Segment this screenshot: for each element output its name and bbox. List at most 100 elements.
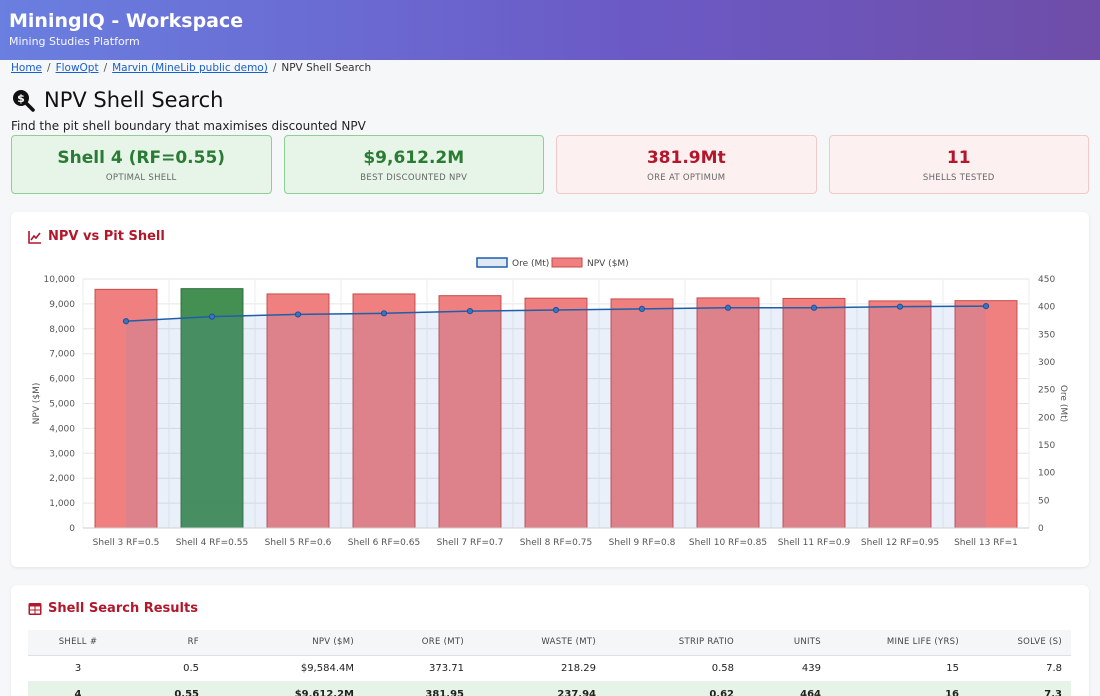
y-tick-label: 1,000 — [49, 499, 75, 509]
cell-solve: 7.8 — [968, 655, 1071, 682]
cell-solve: 7.3 — [968, 681, 1071, 696]
chart-title: NPV vs Pit Shell — [48, 229, 165, 244]
table-row[interactable]: 3 0.5 $9,584.4M 373.71 218.29 0.58 439 1… — [28, 655, 1071, 682]
page-title: $ NPV Shell Search — [11, 86, 223, 114]
col-units: UNITS — [743, 630, 830, 656]
y-tick-label: 9,000 — [49, 300, 75, 310]
cell-mine-life: 16 — [830, 681, 968, 696]
x-tick-label: Shell 7 RF=0.7 — [437, 538, 504, 548]
table-icon — [28, 602, 42, 615]
x-tick-label: Shell 3 RF=0.5 — [93, 538, 160, 548]
kpi-ore-at-optimum: 381.9Mt ORE AT OPTIMUM — [556, 135, 817, 194]
ore-point — [294, 311, 302, 318]
col-ore: ORE (MT) — [363, 630, 473, 656]
cell-rf: 0.55 — [128, 681, 208, 696]
npv-bar — [180, 288, 244, 529]
x-tick-label: Shell 6 RF=0.65 — [348, 538, 420, 548]
ore-area — [126, 306, 986, 528]
y2-tick-label: 150 — [1038, 441, 1055, 451]
breadcrumb-home-link[interactable]: Home — [11, 62, 43, 74]
cell-waste: 237.94 — [473, 681, 605, 696]
cell-npv: $9,612.2M — [208, 681, 363, 696]
ore-point — [810, 304, 818, 311]
kpi-label: ORE AT OPTIMUM — [647, 173, 726, 183]
col-shell: SHELL # — [28, 630, 128, 656]
npv-bar — [524, 297, 588, 529]
legend-npv-swatch — [551, 257, 583, 268]
cell-strip-ratio: 0.58 — [605, 655, 743, 682]
kpi-row: Shell 4 (RF=0.55) OPTIMAL SHELL $9,612.2… — [11, 135, 1089, 194]
ore-point — [552, 306, 560, 314]
kpi-best-npv: $9,612.2M BEST DISCOUNTED NPV — [283, 135, 544, 194]
kpi-shells-tested: 11 SHELLS TESTED — [828, 135, 1089, 194]
kpi-value: $9,612.2M — [363, 148, 465, 168]
y2-tick-label: 250 — [1038, 386, 1055, 396]
y-tick-label: 4,000 — [49, 424, 75, 434]
x-tick-label: Shell 5 RF=0.6 — [265, 538, 332, 548]
kpi-value: Shell 4 (RF=0.55) — [57, 148, 226, 168]
npv-chart: 0 1,000 2,000 3,000 4,000 5,000 6,000 7,000 8,00… — [32, 257, 1068, 548]
breadcrumb: Home / FlowOpt / Marvin (MineLib public demo… — [11, 62, 372, 74]
kpi-value: 381.9Mt — [646, 148, 726, 168]
ore-point — [466, 307, 474, 315]
npv-bar — [782, 297, 846, 529]
results-card-title: Shell Search Results — [28, 601, 198, 616]
cell-npv: $9,584.4M — [208, 655, 363, 682]
cell-units: 439 — [743, 655, 830, 682]
page-description: Find the pit shell boundary that maximis… — [11, 119, 366, 133]
col-npv: NPV ($M) — [208, 630, 363, 656]
x-tick-label: Shell 4 RF=0.55 — [176, 538, 248, 548]
col-rf: RF — [128, 630, 208, 656]
kpi-value: 11 — [946, 148, 971, 168]
ore-point — [122, 318, 130, 325]
npv-bar — [438, 295, 502, 529]
x-tick-label: Shell 9 RF=0.8 — [609, 538, 676, 548]
y-tick-label: 0 — [69, 524, 75, 534]
cell-shell: 4 — [28, 681, 128, 696]
ore-point — [724, 304, 732, 311]
breadcrumb-flowopt-link[interactable]: FlowOpt — [55, 62, 99, 74]
cell-mine-life: 15 — [830, 655, 968, 682]
kpi-label: OPTIMAL SHELL — [105, 173, 177, 183]
col-solve: SOLVE (S) — [968, 630, 1071, 656]
breadcrumb-project-link[interactable]: Marvin (MineLib public demo) — [112, 62, 268, 74]
y-tick-label: 8,000 — [49, 325, 75, 335]
npv-bar — [352, 293, 416, 529]
y-tick-label: 10,000 — [44, 275, 76, 285]
svg-text:$: $ — [17, 92, 25, 105]
y-tick-label: 2,000 — [49, 474, 75, 484]
col-mine-life: MINE LIFE (YRS) — [830, 630, 968, 656]
y-tick-label: 3,000 — [49, 449, 75, 459]
x-tick-label: Shell 12 RF=0.95 — [861, 538, 939, 548]
legend-ore-swatch — [476, 257, 508, 268]
x-tick-label: Shell 13 RF=1 — [954, 538, 1018, 548]
results-table: SHELL # RF NPV ($M) ORE (MT) WASTE (MT) … — [28, 630, 1071, 696]
col-strip-ratio: STRIP RATIO — [605, 630, 743, 656]
ore-point — [638, 305, 646, 312]
ore-point — [896, 303, 904, 310]
y2-tick-label: 450 — [1038, 275, 1055, 285]
y2-tick-label: 200 — [1038, 413, 1055, 423]
npv-bar — [94, 288, 158, 529]
table-row-optimal[interactable]: 4 0.55 $9,612.2M 381.95 237.94 0.62 464 … — [28, 681, 1071, 696]
app-subtitle: Mining Studies Platform — [9, 35, 140, 48]
y2-tick-label: 400 — [1038, 303, 1055, 313]
search-dollar-icon: $ — [13, 90, 35, 112]
kpi-label: SHELLS TESTED — [922, 173, 995, 183]
y-axis-title: NPV ($M) — [32, 383, 42, 425]
legend-npv-label: NPV ($M) — [587, 259, 629, 269]
npv-bar — [696, 297, 760, 529]
npv-bar — [266, 293, 330, 529]
cell-rf: 0.5 — [128, 655, 208, 682]
cell-ore: 381.95 — [363, 681, 473, 696]
table-header-row: SHELL # RF NPV ($M) ORE (MT) WASTE (MT) … — [28, 630, 1071, 656]
y2-tick-label: 100 — [1038, 469, 1055, 479]
col-waste: WASTE (MT) — [473, 630, 605, 656]
chart-card-title: NPV vs Pit Shell — [28, 229, 165, 244]
results-card: Shell Search Results SHELL # RF NPV ($M)… — [11, 585, 1089, 696]
cell-ore: 373.71 — [363, 655, 473, 682]
kpi-optimal-shell: Shell 4 (RF=0.55) OPTIMAL SHELL — [11, 135, 272, 194]
cell-waste: 218.29 — [473, 655, 605, 682]
app-title: MiningIQ - Workspace — [9, 10, 244, 32]
x-tick-label: Shell 10 RF=0.85 — [689, 538, 767, 548]
